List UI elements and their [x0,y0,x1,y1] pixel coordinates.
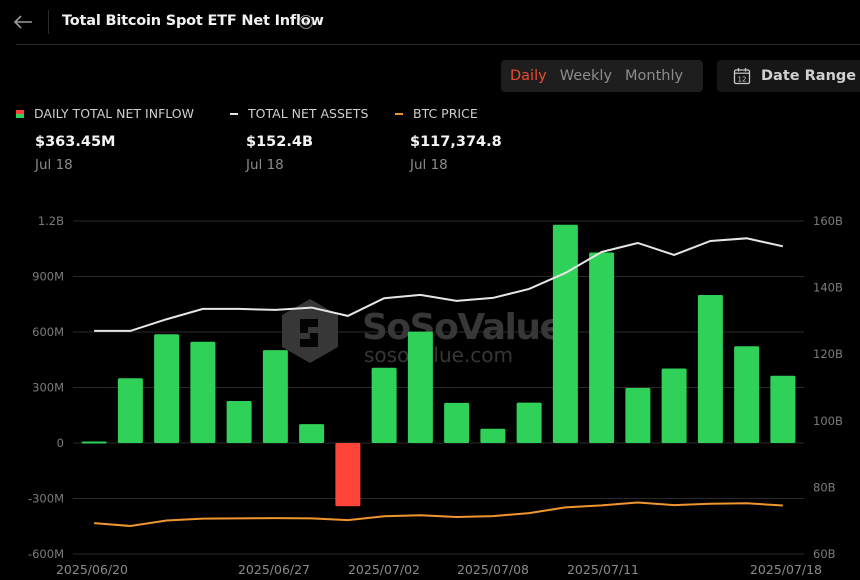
date-range-button[interactable]: 12 Date Range [717,60,860,92]
btc-price-value: $117,374.8 [410,134,502,150]
svg-text:120B: 120B [813,347,843,361]
chart[interactable]: SoSoValue sosovalue.com 1.2B 900M 600M 300M… [0,200,860,580]
inflow-bar[interactable] [552,224,578,443]
inflow-bars[interactable] [81,224,796,507]
calendar-icon: 12 [733,68,751,85]
svg-text:-300M: -300M [28,492,64,506]
svg-text:12: 12 [738,75,747,83]
legend-item-net-assets[interactable]: TOTAL NET ASSETS [230,106,368,121]
inflow-bar[interactable] [480,428,506,443]
svg-text:2025/07/18: 2025/07/18 [750,562,822,577]
inflow-bar[interactable] [770,375,796,443]
inflow-bar[interactable] [625,388,651,443]
btc-price-date: Jul 18 [410,157,448,173]
tab-daily[interactable]: Daily [510,68,547,84]
header: Total Bitcoin Spot ETF Net Inflow [0,0,860,46]
inflow-bar[interactable] [226,401,252,443]
svg-text:900M: 900M [32,270,64,284]
inflow-bar[interactable] [589,252,615,443]
white-line-swatch-icon [230,112,238,115]
svg-text:2025/06/27: 2025/06/27 [238,562,310,577]
svg-text:80B: 80B [813,480,836,494]
inflow-bar[interactable] [516,402,542,443]
svg-text:2025/07/02: 2025/07/02 [348,562,420,577]
svg-text:600M: 600M [32,325,64,339]
inflow-bar[interactable] [81,441,107,444]
inflow-bar[interactable] [117,378,143,443]
header-divider [16,44,860,45]
svg-text:300M: 300M [32,381,64,395]
net-assets-value: $152.4B [246,134,314,150]
net-assets-line[interactable] [94,237,784,332]
legend-item-btc-price[interactable]: BTC PRICE [395,106,478,121]
inflow-bar[interactable] [734,346,760,443]
back-button[interactable] [10,9,36,35]
svg-text:2025/07/11: 2025/07/11 [567,562,639,577]
period-selector: Daily Weekly Monthly [501,60,703,92]
inflow-bar[interactable] [661,368,687,443]
svg-text:SoSoValue: SoSoValue [362,307,562,348]
watermark: SoSoValue sosovalue.com [282,299,564,367]
svg-text:140B: 140B [813,281,843,295]
svg-text:0: 0 [57,436,64,450]
date-range-label: Date Range [761,68,857,84]
svg-text:60B: 60B [813,547,836,561]
inflow-bar[interactable] [407,331,433,443]
svg-text:-600M: -600M [28,547,64,561]
svg-text:sosovalue.com: sosovalue.com [364,343,513,367]
inflow-bar[interactable] [371,367,397,443]
svg-text:100B: 100B [813,414,843,428]
inflow-bar[interactable] [335,443,361,507]
daily-inflow-date: Jul 18 [35,157,73,173]
inflow-bar[interactable] [444,402,470,443]
green-red-swatch-icon [16,109,24,118]
svg-text:2025/07/08: 2025/07/08 [457,562,529,577]
svg-text:2025/06/20: 2025/06/20 [56,562,128,577]
divider [48,10,49,34]
page-title: Total Bitcoin Spot ETF Net Inflow [62,13,324,29]
inflow-bar[interactable] [190,341,216,443]
legend-item-daily-inflow[interactable]: DAILY TOTAL NET INFLOW [16,106,194,121]
btc-price-line[interactable] [94,501,783,528]
svg-text:160B: 160B [813,214,843,228]
inflow-bar[interactable] [697,295,723,443]
info-icon[interactable] [298,14,314,30]
inflow-bar[interactable] [154,334,180,443]
tab-monthly[interactable]: Monthly [625,68,684,84]
net-assets-date: Jul 18 [246,157,284,173]
inflow-bar[interactable] [299,424,325,443]
svg-text:1.2B: 1.2B [38,214,64,228]
arrow-left-icon [13,15,32,29]
tab-weekly[interactable]: Weekly [559,68,613,84]
daily-inflow-value: $363.45M [35,134,116,150]
orange-line-swatch-icon [395,112,403,115]
inflow-bar[interactable] [262,350,288,443]
axis-labels: 1.2B 900M 600M 300M 0 -300M -600M 160B 140B 120B 1… [28,214,843,577]
